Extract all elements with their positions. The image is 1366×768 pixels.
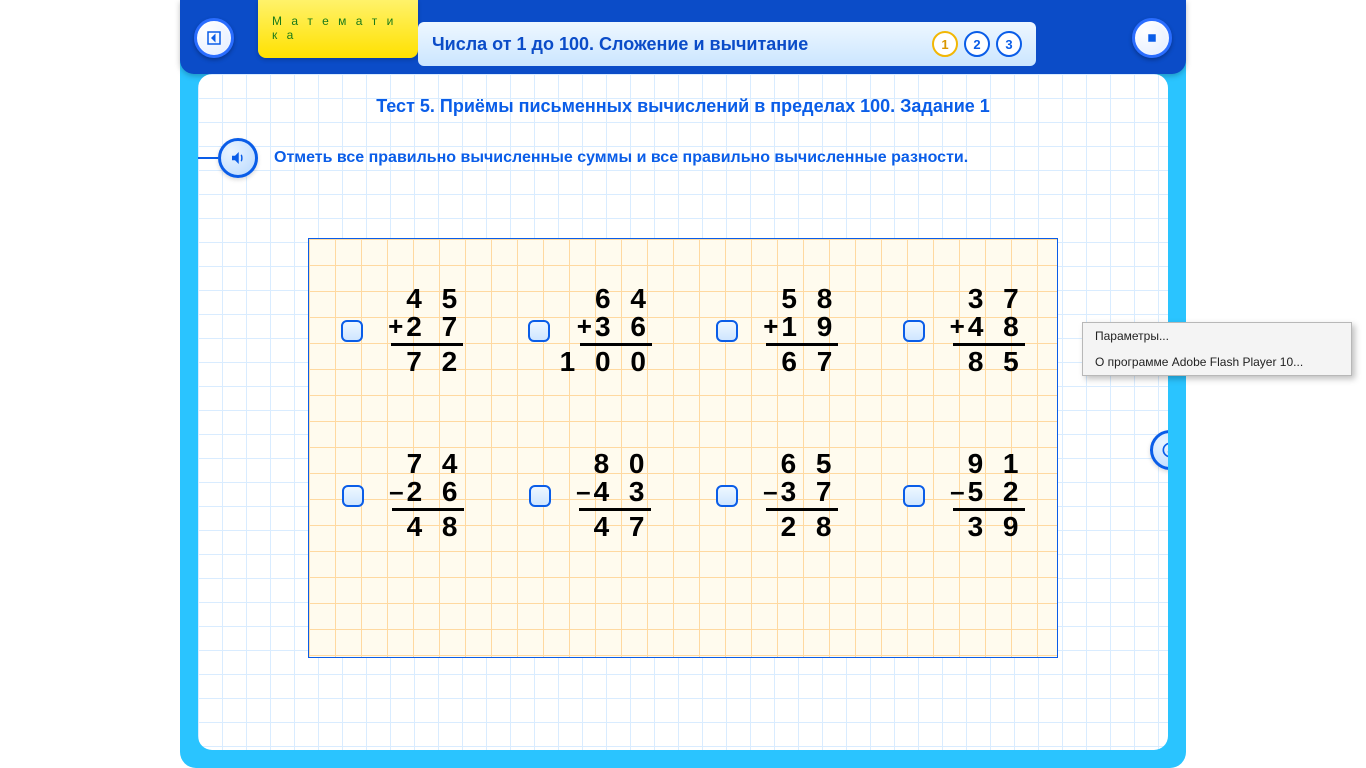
checkbox-2[interactable] xyxy=(528,320,550,342)
operand-a: 3 7 xyxy=(968,285,1025,313)
operand-a: 9 1 xyxy=(968,450,1025,478)
operand-b: 4 8 xyxy=(968,313,1025,341)
context-menu-item-settings[interactable]: Параметры... xyxy=(1083,323,1351,349)
result: 8 5 xyxy=(968,348,1025,376)
checkbox-4[interactable] xyxy=(903,320,925,342)
stack-7: 6 5 –3 7 2 8 xyxy=(748,450,838,541)
header-bar: М а т е м а т и к а Числа от 1 до 100. С… xyxy=(180,0,1186,74)
problem-3: 5 8 +1 9 6 7 xyxy=(716,285,838,376)
subject-label: М а т е м а т и к а xyxy=(272,14,396,42)
operand-a: 7 4 xyxy=(407,450,464,478)
stop-button[interactable] xyxy=(1132,18,1172,58)
operand-a: 5 8 xyxy=(781,285,838,313)
operator: – xyxy=(950,478,964,506)
result: 2 8 xyxy=(781,513,838,541)
operator: + xyxy=(950,313,965,341)
operator: – xyxy=(576,478,590,506)
test-title: Тест 5. Приёмы письменных вычислений в п… xyxy=(198,74,1168,117)
operand-b: 4 3 xyxy=(594,478,651,506)
operator: – xyxy=(389,478,403,506)
operand-b: 3 7 xyxy=(781,478,838,506)
problem-6: 8 0 –4 3 4 7 xyxy=(529,450,651,541)
problem-1: 4 5 +2 7 7 2 xyxy=(341,285,463,376)
worksheet: 4 5 +2 7 7 2 6 4 +3 6 1 0 0 xyxy=(308,238,1058,658)
stack-6: 8 0 –4 3 4 7 xyxy=(561,450,651,541)
instruction-text: Отметь все правильно вычисленные суммы и… xyxy=(274,149,968,167)
compass-button[interactable] xyxy=(1150,430,1168,470)
problem-4: 3 7 +4 8 8 5 xyxy=(903,285,1025,376)
context-menu-item-about[interactable]: О программе Adobe Flash Player 10... xyxy=(1083,349,1351,375)
operand-a: 6 5 xyxy=(781,450,838,478)
operator: + xyxy=(763,313,778,341)
problem-row-1: 4 5 +2 7 7 2 6 4 +3 6 1 0 0 xyxy=(309,239,1057,376)
speaker-button[interactable] xyxy=(218,138,258,178)
stack-5: 7 4 –2 6 4 8 xyxy=(374,450,464,541)
checkbox-3[interactable] xyxy=(716,320,738,342)
checkbox-5[interactable] xyxy=(342,485,364,507)
result: 1 0 0 xyxy=(560,348,652,376)
pager: 1 2 3 xyxy=(932,31,1022,57)
stack-1: 4 5 +2 7 7 2 xyxy=(373,285,463,376)
app-frame: М а т е м а т и к а Числа от 1 до 100. С… xyxy=(180,0,1186,768)
operand-b: 5 2 xyxy=(968,478,1025,506)
operand-b: 3 6 xyxy=(595,313,652,341)
pager-item-2[interactable]: 2 xyxy=(964,31,990,57)
problem-7: 6 5 –3 7 2 8 xyxy=(716,450,838,541)
operand-a: 8 0 xyxy=(594,450,651,478)
header-title: Числа от 1 до 100. Сложение и вычитание xyxy=(432,34,808,55)
stop-icon xyxy=(1143,29,1161,47)
operator: – xyxy=(763,478,777,506)
instruction-row: Отметь все правильно вычисленные суммы и… xyxy=(218,138,968,178)
result: 4 8 xyxy=(407,513,464,541)
operand-b: 1 9 xyxy=(781,313,838,341)
back-arrow-icon xyxy=(205,29,223,47)
result: 4 7 xyxy=(594,513,651,541)
speaker-connector-line xyxy=(198,157,218,159)
stack-2: 6 4 +3 6 1 0 0 xyxy=(560,285,652,376)
problem-row-2: 7 4 –2 6 4 8 8 0 –4 3 4 7 xyxy=(309,376,1057,541)
checkbox-6[interactable] xyxy=(529,485,551,507)
problem-5: 7 4 –2 6 4 8 xyxy=(342,450,464,541)
compass-icon xyxy=(1160,440,1168,460)
title-strip: Числа от 1 до 100. Сложение и вычитание … xyxy=(418,22,1036,66)
checkbox-7[interactable] xyxy=(716,485,738,507)
result: 3 9 xyxy=(968,513,1025,541)
stack-4: 3 7 +4 8 8 5 xyxy=(935,285,1025,376)
pager-item-1[interactable]: 1 xyxy=(932,31,958,57)
content-area: Тест 5. Приёмы письменных вычислений в п… xyxy=(198,74,1168,750)
operator: + xyxy=(577,313,592,341)
operand-a: 4 5 xyxy=(406,285,463,313)
operand-a: 6 4 xyxy=(595,285,652,313)
speaker-icon xyxy=(229,149,247,167)
operator: + xyxy=(388,313,403,341)
stack-8: 9 1 –5 2 3 9 xyxy=(935,450,1025,541)
checkbox-1[interactable] xyxy=(341,320,363,342)
pager-item-3[interactable]: 3 xyxy=(996,31,1022,57)
back-button[interactable] xyxy=(194,18,234,58)
operand-b: 2 6 xyxy=(407,478,464,506)
checkbox-8[interactable] xyxy=(903,485,925,507)
subject-tab: М а т е м а т и к а xyxy=(258,0,418,58)
operand-b: 2 7 xyxy=(406,313,463,341)
context-menu: Параметры... О программе Adobe Flash Pla… xyxy=(1082,322,1352,376)
result: 6 7 xyxy=(781,348,838,376)
result: 7 2 xyxy=(406,348,463,376)
problem-8: 9 1 –5 2 3 9 xyxy=(903,450,1025,541)
problem-2: 6 4 +3 6 1 0 0 xyxy=(528,285,652,376)
stack-3: 5 8 +1 9 6 7 xyxy=(748,285,838,376)
